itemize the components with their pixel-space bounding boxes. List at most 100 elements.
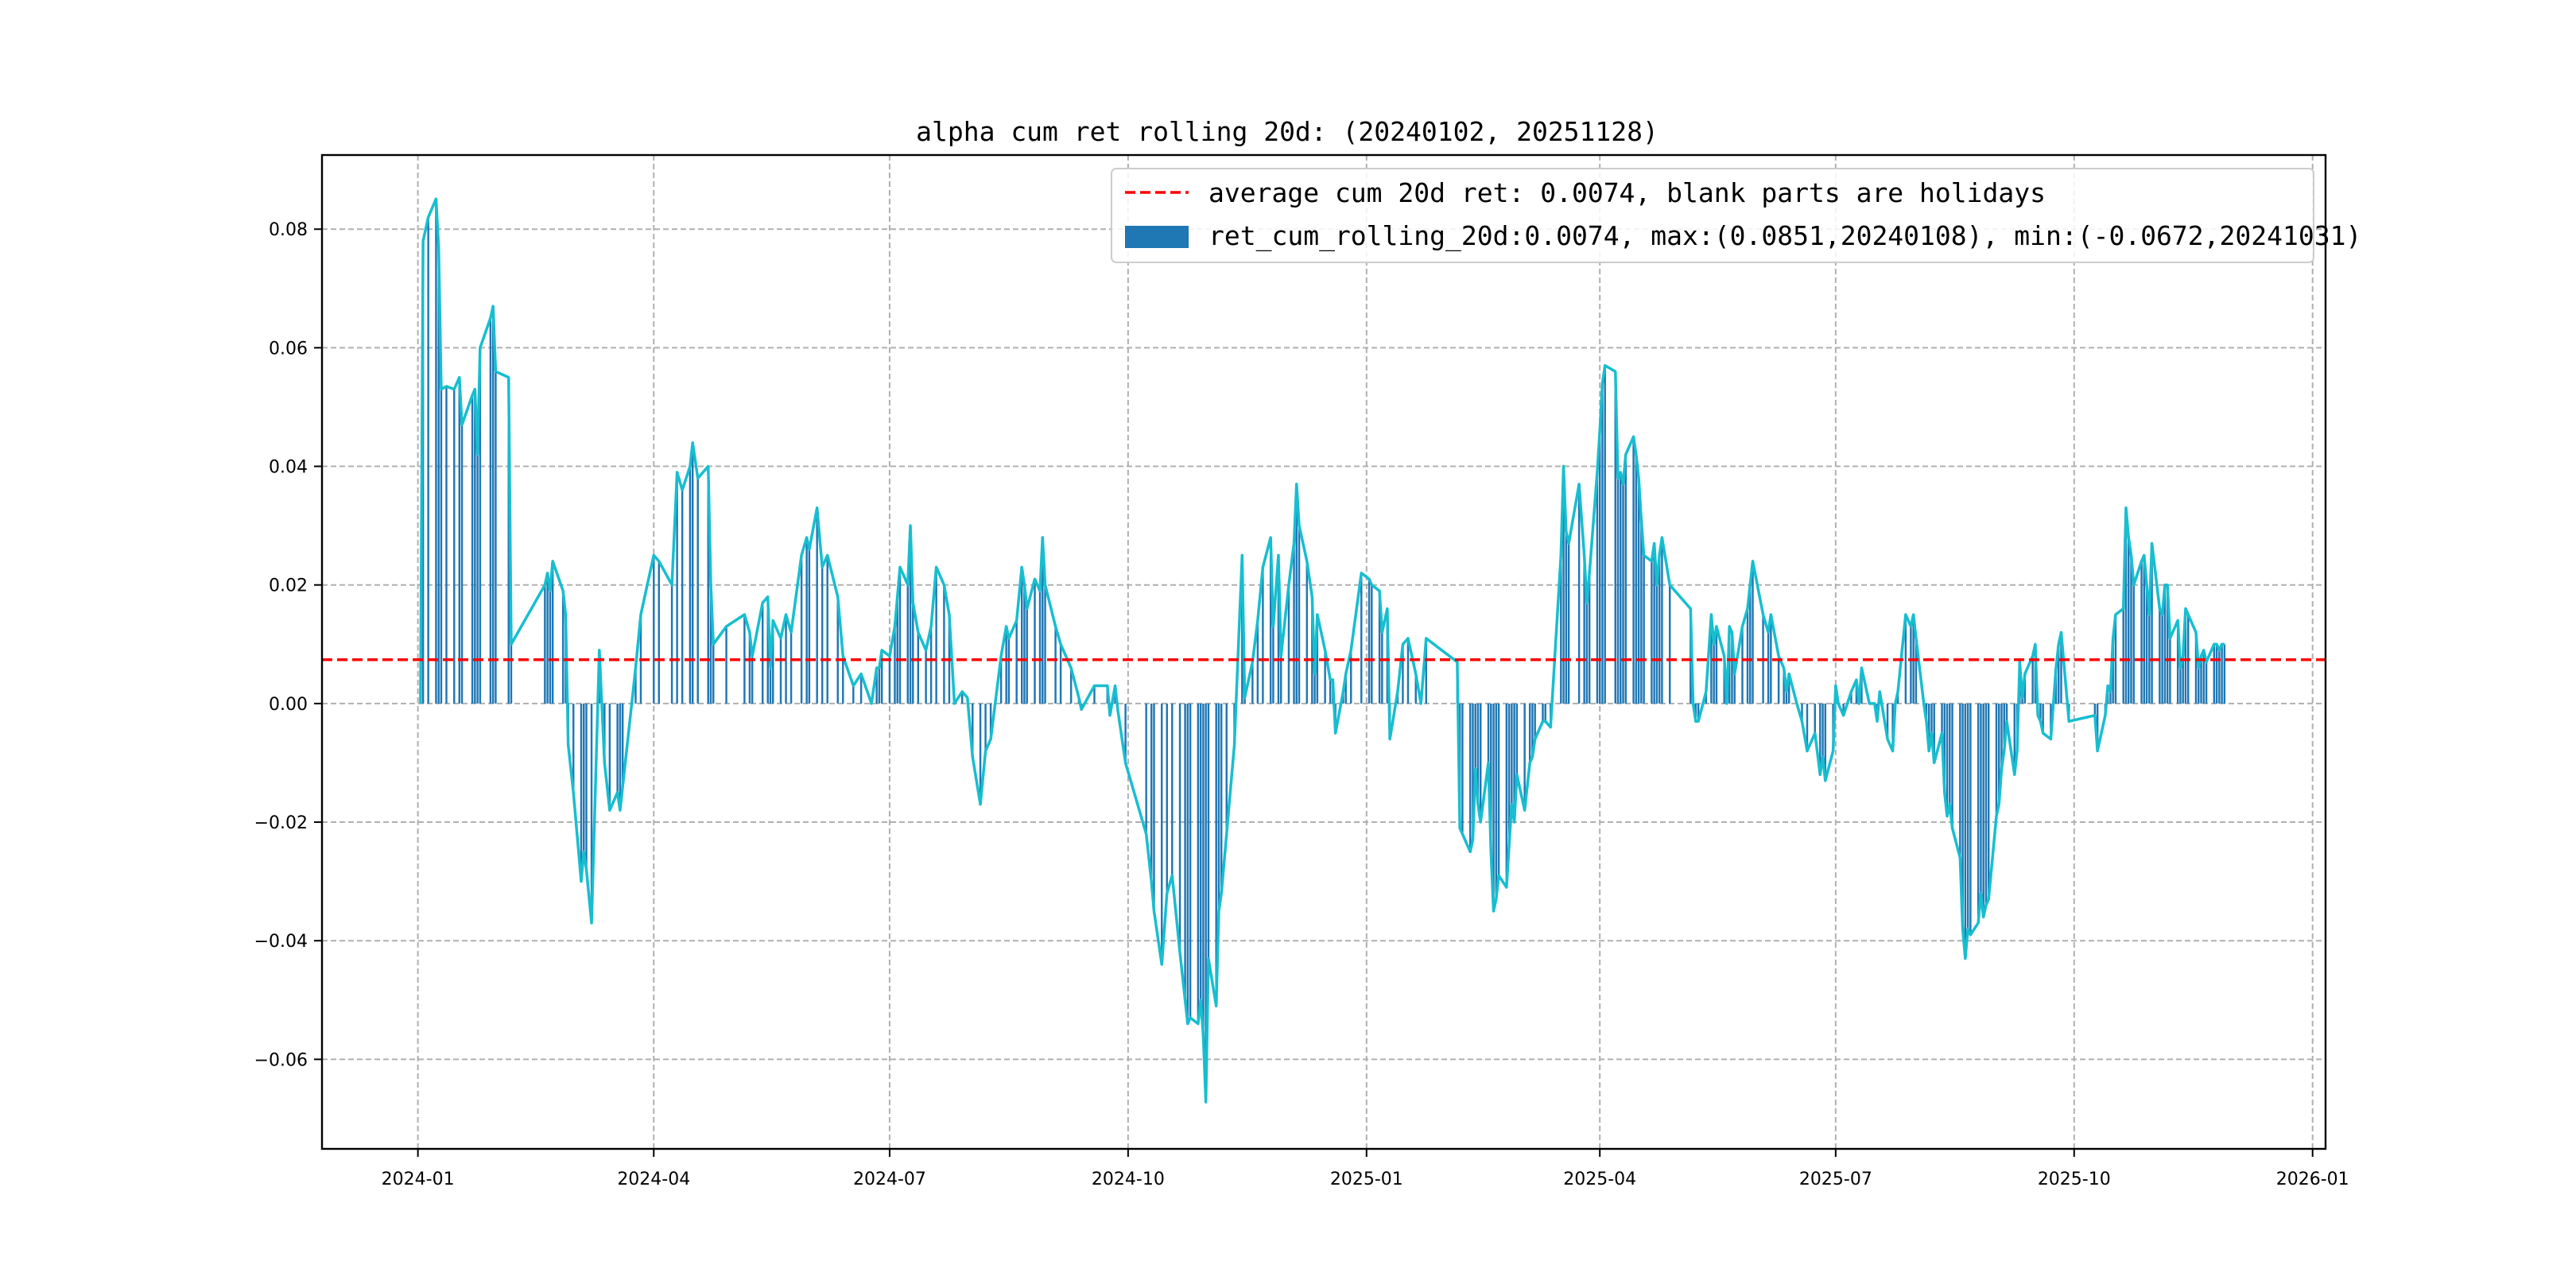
bar bbox=[1635, 454, 1638, 704]
y-tick-label: 0.06 bbox=[269, 339, 308, 359]
bar bbox=[1480, 703, 1482, 823]
bar bbox=[1207, 703, 1210, 959]
bar bbox=[1251, 661, 1254, 704]
bar bbox=[590, 703, 593, 923]
bar bbox=[789, 632, 793, 704]
bar bbox=[580, 703, 583, 882]
bar bbox=[2114, 615, 2117, 704]
bar bbox=[1476, 703, 1480, 805]
bar bbox=[2000, 703, 2003, 769]
bar bbox=[1124, 703, 1127, 763]
bar bbox=[1637, 478, 1640, 704]
bar bbox=[1371, 584, 1373, 704]
bar bbox=[2143, 555, 2146, 704]
bar bbox=[1927, 703, 1930, 751]
bar bbox=[943, 584, 945, 704]
bar bbox=[1733, 673, 1736, 704]
legend-average-label: average cum 20d ret: 0.0074, blank parts… bbox=[1208, 177, 2046, 208]
bar bbox=[1966, 703, 1969, 929]
bar bbox=[1178, 703, 1181, 953]
bar bbox=[474, 389, 476, 704]
bar bbox=[1951, 703, 1953, 828]
bar bbox=[634, 668, 637, 704]
bar bbox=[2205, 661, 2208, 704]
bar bbox=[551, 561, 554, 704]
bar bbox=[1915, 638, 1918, 704]
bar bbox=[510, 644, 513, 704]
bar bbox=[909, 526, 912, 704]
bar bbox=[1542, 703, 1544, 722]
bar bbox=[1534, 703, 1536, 739]
bar bbox=[2031, 656, 2034, 704]
bar bbox=[1741, 626, 1744, 704]
bar bbox=[1350, 650, 1352, 704]
x-tick-label: 2025-07 bbox=[1799, 1170, 1872, 1189]
bar bbox=[898, 567, 902, 704]
bar bbox=[653, 555, 655, 704]
bar bbox=[961, 691, 964, 704]
bar bbox=[1749, 584, 1752, 704]
bar bbox=[808, 549, 811, 704]
bar bbox=[616, 703, 619, 793]
bar bbox=[495, 371, 497, 704]
bar bbox=[1381, 632, 1383, 704]
bar bbox=[608, 703, 611, 811]
bar bbox=[1243, 697, 1246, 704]
bar bbox=[1655, 584, 1658, 704]
bar bbox=[2039, 703, 2042, 722]
bar bbox=[1624, 454, 1627, 704]
bar bbox=[1567, 543, 1570, 704]
bar bbox=[479, 347, 482, 704]
bar bbox=[2182, 656, 2184, 704]
bar bbox=[2218, 650, 2221, 704]
bar bbox=[929, 626, 933, 704]
bar bbox=[707, 466, 709, 704]
bar bbox=[1069, 668, 1073, 704]
bar bbox=[2003, 703, 2005, 751]
bar bbox=[2128, 537, 2130, 704]
bar bbox=[1202, 703, 1205, 1036]
bar bbox=[1632, 436, 1635, 704]
bar bbox=[906, 584, 909, 704]
bar bbox=[1468, 703, 1472, 852]
bar bbox=[859, 673, 863, 704]
bar bbox=[1842, 703, 1845, 716]
bar bbox=[712, 644, 715, 704]
bar bbox=[1598, 430, 1601, 704]
x-tick-label: 2024-10 bbox=[1092, 1170, 1165, 1189]
bar bbox=[1588, 572, 1591, 704]
bar bbox=[2093, 703, 2097, 716]
bar bbox=[1531, 703, 1534, 758]
grid bbox=[322, 155, 2326, 1149]
bar bbox=[1329, 680, 1332, 704]
bar bbox=[1153, 703, 1155, 911]
bar bbox=[989, 703, 992, 739]
bar bbox=[785, 615, 787, 704]
bar bbox=[1215, 703, 1217, 1007]
bar bbox=[1713, 644, 1715, 704]
bar bbox=[1801, 703, 1803, 722]
line-series bbox=[419, 197, 2225, 1104]
bar bbox=[1205, 703, 1207, 1103]
bar bbox=[2223, 644, 2226, 704]
bar bbox=[1507, 703, 1511, 846]
bar bbox=[2096, 703, 2099, 751]
bar bbox=[2221, 644, 2223, 704]
y-tick-label: −0.04 bbox=[254, 932, 308, 952]
bar bbox=[1752, 561, 1754, 704]
bar bbox=[2145, 584, 2148, 704]
bar bbox=[1311, 596, 1313, 704]
bar bbox=[1186, 703, 1189, 1024]
bar bbox=[1941, 703, 1943, 734]
bar bbox=[1585, 603, 1589, 704]
bar bbox=[1933, 703, 1935, 763]
bar bbox=[1490, 703, 1492, 852]
bar bbox=[2159, 608, 2161, 704]
bar bbox=[2021, 697, 2023, 704]
bar bbox=[1005, 626, 1007, 704]
x-tick-label: 2025-01 bbox=[1330, 1170, 1403, 1189]
x-tick-label: 2025-10 bbox=[2038, 1170, 2111, 1189]
bar bbox=[1980, 703, 1982, 894]
x-tick-label: 2026-01 bbox=[2276, 1170, 2349, 1189]
